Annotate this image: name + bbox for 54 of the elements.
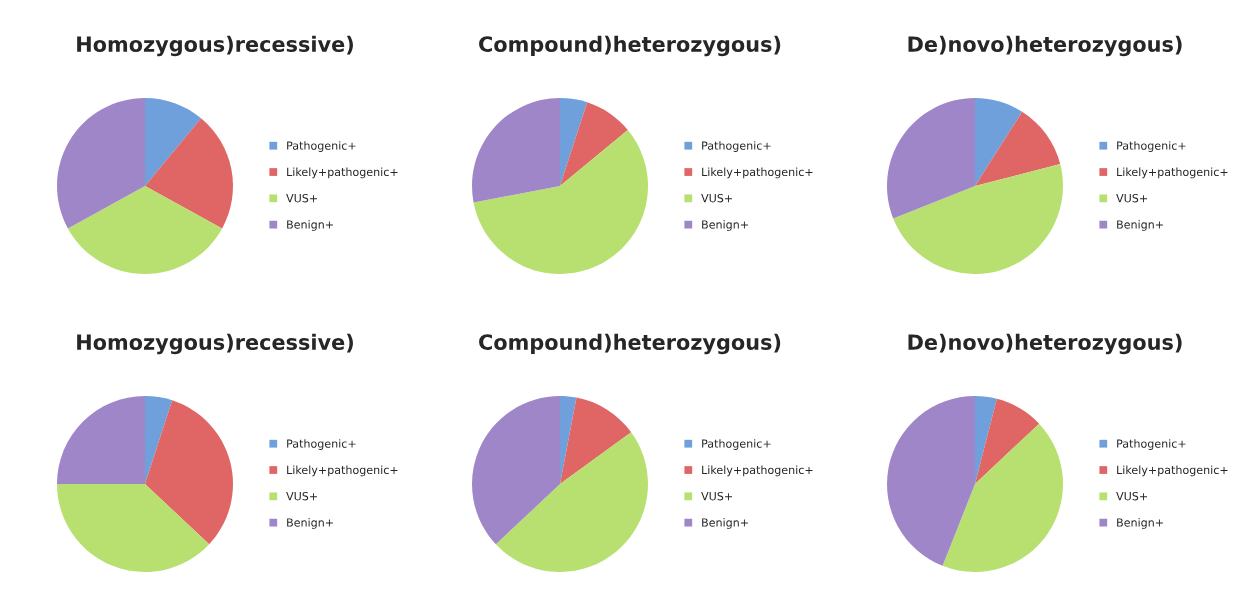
chart-title: Compound)heterozygous) xyxy=(479,333,781,355)
chart-title: De)novo)heterozygous) xyxy=(908,333,1182,355)
pie-slice xyxy=(473,129,648,274)
pie-slice xyxy=(975,98,1023,186)
pie-slice xyxy=(975,398,1040,484)
legend-label: Pathogenic+ xyxy=(1117,141,1186,152)
legend-label: VUS+ xyxy=(286,193,317,203)
legend-label: Likely+pathogenic+ xyxy=(1117,167,1228,179)
pie-slice xyxy=(145,400,233,545)
legend-label: Benign+ xyxy=(287,518,333,529)
legend-label: Pathogenic+ xyxy=(1117,439,1186,450)
legend-label: Likely+pathogenic+ xyxy=(287,167,398,179)
legend-label: Pathogenic+ xyxy=(287,439,356,450)
pie-slice xyxy=(145,98,202,186)
pie-slice xyxy=(57,98,145,229)
pie-slice xyxy=(942,423,1063,572)
legend-label: VUS+ xyxy=(1116,491,1147,501)
pie-slice xyxy=(887,396,975,566)
pie-slice xyxy=(145,396,173,484)
legend-label: Benign+ xyxy=(287,220,333,231)
pie-slice xyxy=(560,98,588,186)
pie-slice xyxy=(472,396,560,545)
legend-label: VUS+ xyxy=(286,491,317,501)
legend-label: Benign+ xyxy=(1117,220,1163,231)
legend-label: VUS+ xyxy=(701,491,732,501)
pie-slice xyxy=(560,102,628,186)
pie-slice xyxy=(57,396,145,484)
legend-label: VUS+ xyxy=(1116,193,1147,203)
pie-slice xyxy=(472,98,560,203)
legend-label: Pathogenic+ xyxy=(702,439,771,450)
legend-label: Likely+pathogenic+ xyxy=(702,167,813,179)
legend-label: Benign+ xyxy=(702,518,748,529)
pie-slice xyxy=(145,118,233,229)
legend-label: Likely+pathogenic+ xyxy=(702,465,813,477)
pie-slice xyxy=(57,484,210,572)
pie-slice xyxy=(67,186,223,274)
legend-label: Benign+ xyxy=(1117,518,1163,529)
chart-title: Homozygous)recessive) xyxy=(77,35,353,57)
pie-slice xyxy=(560,397,632,484)
chart-title: Compound)heterozygous) xyxy=(479,35,781,57)
pie-slice xyxy=(975,396,997,484)
legend-label: VUS+ xyxy=(701,193,732,203)
legend-label: Likely+pathogenic+ xyxy=(1117,465,1228,477)
legend-label: Benign+ xyxy=(702,220,748,231)
chart-title: De)novo)heterozygous) xyxy=(908,35,1182,57)
legend-label: Likely+pathogenic+ xyxy=(287,465,398,477)
pie-slice xyxy=(887,98,975,219)
pie-slice xyxy=(893,164,1063,274)
pie-slice xyxy=(495,432,648,572)
legend-label: Pathogenic+ xyxy=(287,141,356,152)
chart-title: Homozygous)recessive) xyxy=(77,333,353,355)
legend-label: Pathogenic+ xyxy=(702,141,771,152)
pie-slice xyxy=(560,396,577,484)
pie-slice xyxy=(975,111,1061,186)
